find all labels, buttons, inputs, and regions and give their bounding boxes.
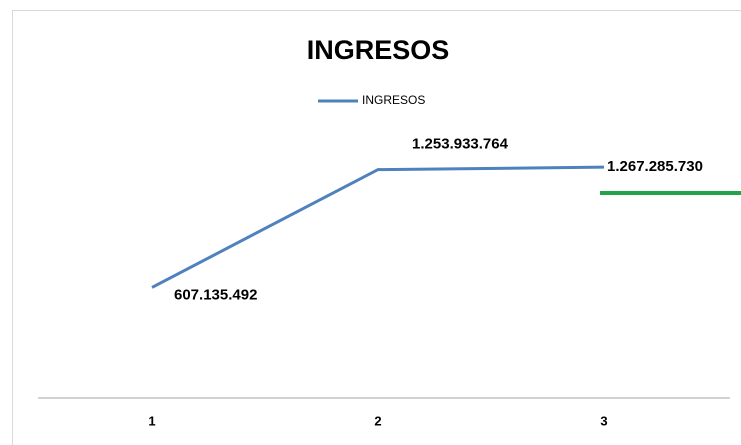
data-label: 1.253.933.764 [412, 136, 509, 153]
x-tick-label: 2 [374, 413, 381, 428]
label-background [604, 155, 741, 180]
chart-border [12, 10, 741, 445]
selection-underline [600, 191, 741, 195]
x-tick-label: 3 [600, 413, 607, 428]
data-label: 1.267.285.730 [607, 158, 703, 175]
x-tick-label: 1 [148, 413, 155, 428]
line-series [151, 165, 605, 289]
chart-title: INGRESOS [307, 35, 450, 65]
legend-label: INGRESOS [362, 93, 425, 107]
data-label: 607.135.492 [174, 286, 257, 303]
